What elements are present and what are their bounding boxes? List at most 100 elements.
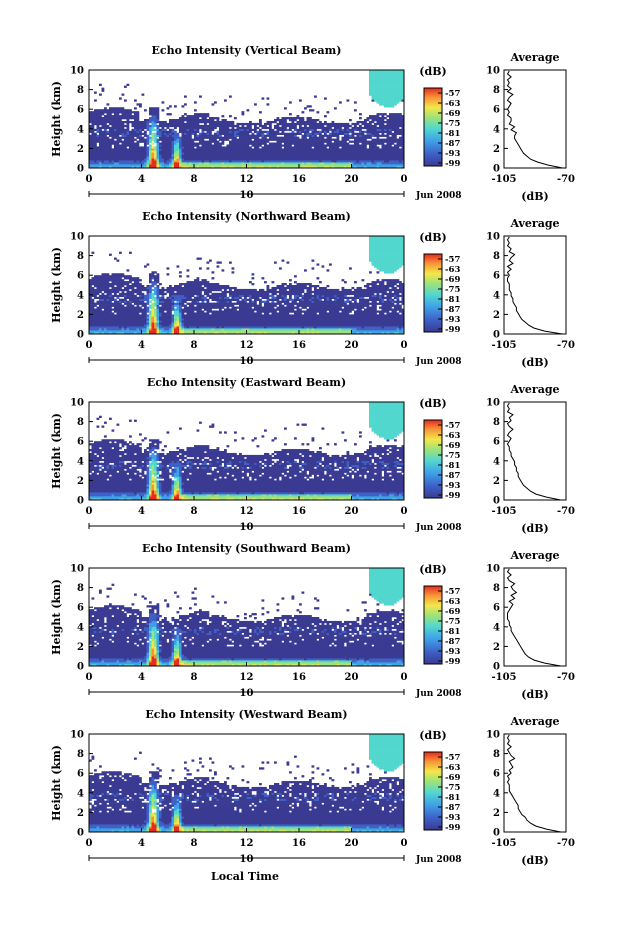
heat-cell <box>162 322 165 324</box>
heat-cell <box>217 164 220 166</box>
heat-cell <box>392 123 395 125</box>
heat-cell <box>102 287 105 289</box>
heat-cell <box>264 137 267 139</box>
heat-cell <box>389 74 392 76</box>
heat-cell <box>387 129 390 131</box>
heat-cell <box>164 148 167 150</box>
heat-cell <box>149 139 152 141</box>
heat-cell <box>209 152 212 154</box>
heat-cell <box>372 158 375 160</box>
heat-cell <box>122 133 125 135</box>
heat-cell <box>347 162 350 164</box>
heat-cell <box>99 164 102 166</box>
heat-cell <box>144 287 147 289</box>
heat-cell <box>139 291 142 293</box>
heat-cell <box>107 330 110 332</box>
heat-cell <box>377 101 380 103</box>
heat-cell <box>92 326 95 328</box>
heat-cell <box>364 137 367 139</box>
heat-cell <box>202 148 205 150</box>
heat-cell <box>237 299 240 301</box>
heat-cell <box>399 78 402 80</box>
heat-cell <box>172 150 175 152</box>
heat-cell <box>364 139 367 141</box>
heat-cell <box>219 129 222 131</box>
heat-cell <box>342 133 345 135</box>
heat-cell <box>157 150 160 152</box>
heat-cell <box>394 135 397 137</box>
heat-cell <box>269 121 272 123</box>
heat-cell <box>194 312 197 314</box>
heat-cell <box>397 74 400 76</box>
heat-cell <box>207 152 210 154</box>
heat-cell <box>249 143 252 145</box>
heat-cell <box>159 318 162 320</box>
heat-cell <box>199 95 202 97</box>
heat-cell <box>227 287 230 289</box>
heat-cell <box>154 160 157 162</box>
heat-cell <box>222 121 225 123</box>
average-title: Average <box>509 51 559 64</box>
heat-cell <box>222 310 225 312</box>
heat-cell <box>109 162 112 164</box>
heat-cell <box>379 119 382 121</box>
heat-cell <box>139 301 142 303</box>
heat-cell <box>92 252 95 254</box>
heat-cell <box>207 309 210 311</box>
heat-cell <box>197 285 200 287</box>
heat-cell <box>129 111 132 113</box>
heat-cell <box>329 144 332 146</box>
heat-cell <box>227 314 230 316</box>
heat-cell <box>182 146 185 148</box>
heat-cell <box>319 146 322 148</box>
heat-cell <box>332 121 335 123</box>
heat-cell <box>129 144 132 146</box>
heat-cell <box>127 164 130 166</box>
heat-cell <box>157 158 160 160</box>
heat-cell <box>197 318 200 320</box>
heat-cell <box>384 121 387 123</box>
heat-cell <box>334 148 337 150</box>
heat-cell <box>92 310 95 312</box>
heat-cell <box>202 281 205 283</box>
heat-cell <box>179 119 182 121</box>
heat-cell <box>109 301 112 303</box>
heat-cell <box>244 152 247 154</box>
heat-cell <box>104 273 107 275</box>
heat-cell <box>137 312 140 314</box>
heat-cell <box>277 150 280 152</box>
heat-cell <box>384 150 387 152</box>
heat-cell <box>197 277 200 279</box>
heat-cell <box>259 158 262 160</box>
heat-cell <box>124 111 127 113</box>
heat-cell <box>317 123 320 125</box>
heat-cell <box>382 113 385 115</box>
heat-cell <box>389 154 392 156</box>
heat-cell <box>324 162 327 164</box>
heat-cell <box>229 314 232 316</box>
heat-cell <box>134 291 137 293</box>
heat-cell <box>384 125 387 127</box>
heat-cell <box>289 135 292 137</box>
heat-cell <box>219 310 222 312</box>
heat-cell <box>307 141 310 143</box>
heat-cell <box>172 307 175 309</box>
heat-cell <box>127 289 130 291</box>
heat-cell <box>374 74 377 76</box>
heat-cell <box>384 144 387 146</box>
heat-cell <box>197 314 200 316</box>
heat-cell <box>184 139 187 141</box>
heat-cell <box>112 154 115 156</box>
heat-cell <box>302 127 305 129</box>
heat-cell <box>159 152 162 154</box>
heat-cell <box>284 121 287 123</box>
heat-cell <box>154 330 157 332</box>
heat-cell <box>382 94 385 96</box>
heat-cell <box>239 154 242 156</box>
heat-cell <box>394 164 397 166</box>
heat-cell <box>362 160 365 162</box>
heat-cell <box>109 129 112 131</box>
heat-cell <box>182 322 185 324</box>
heat-cell <box>274 143 277 145</box>
heat-cell <box>164 303 167 305</box>
